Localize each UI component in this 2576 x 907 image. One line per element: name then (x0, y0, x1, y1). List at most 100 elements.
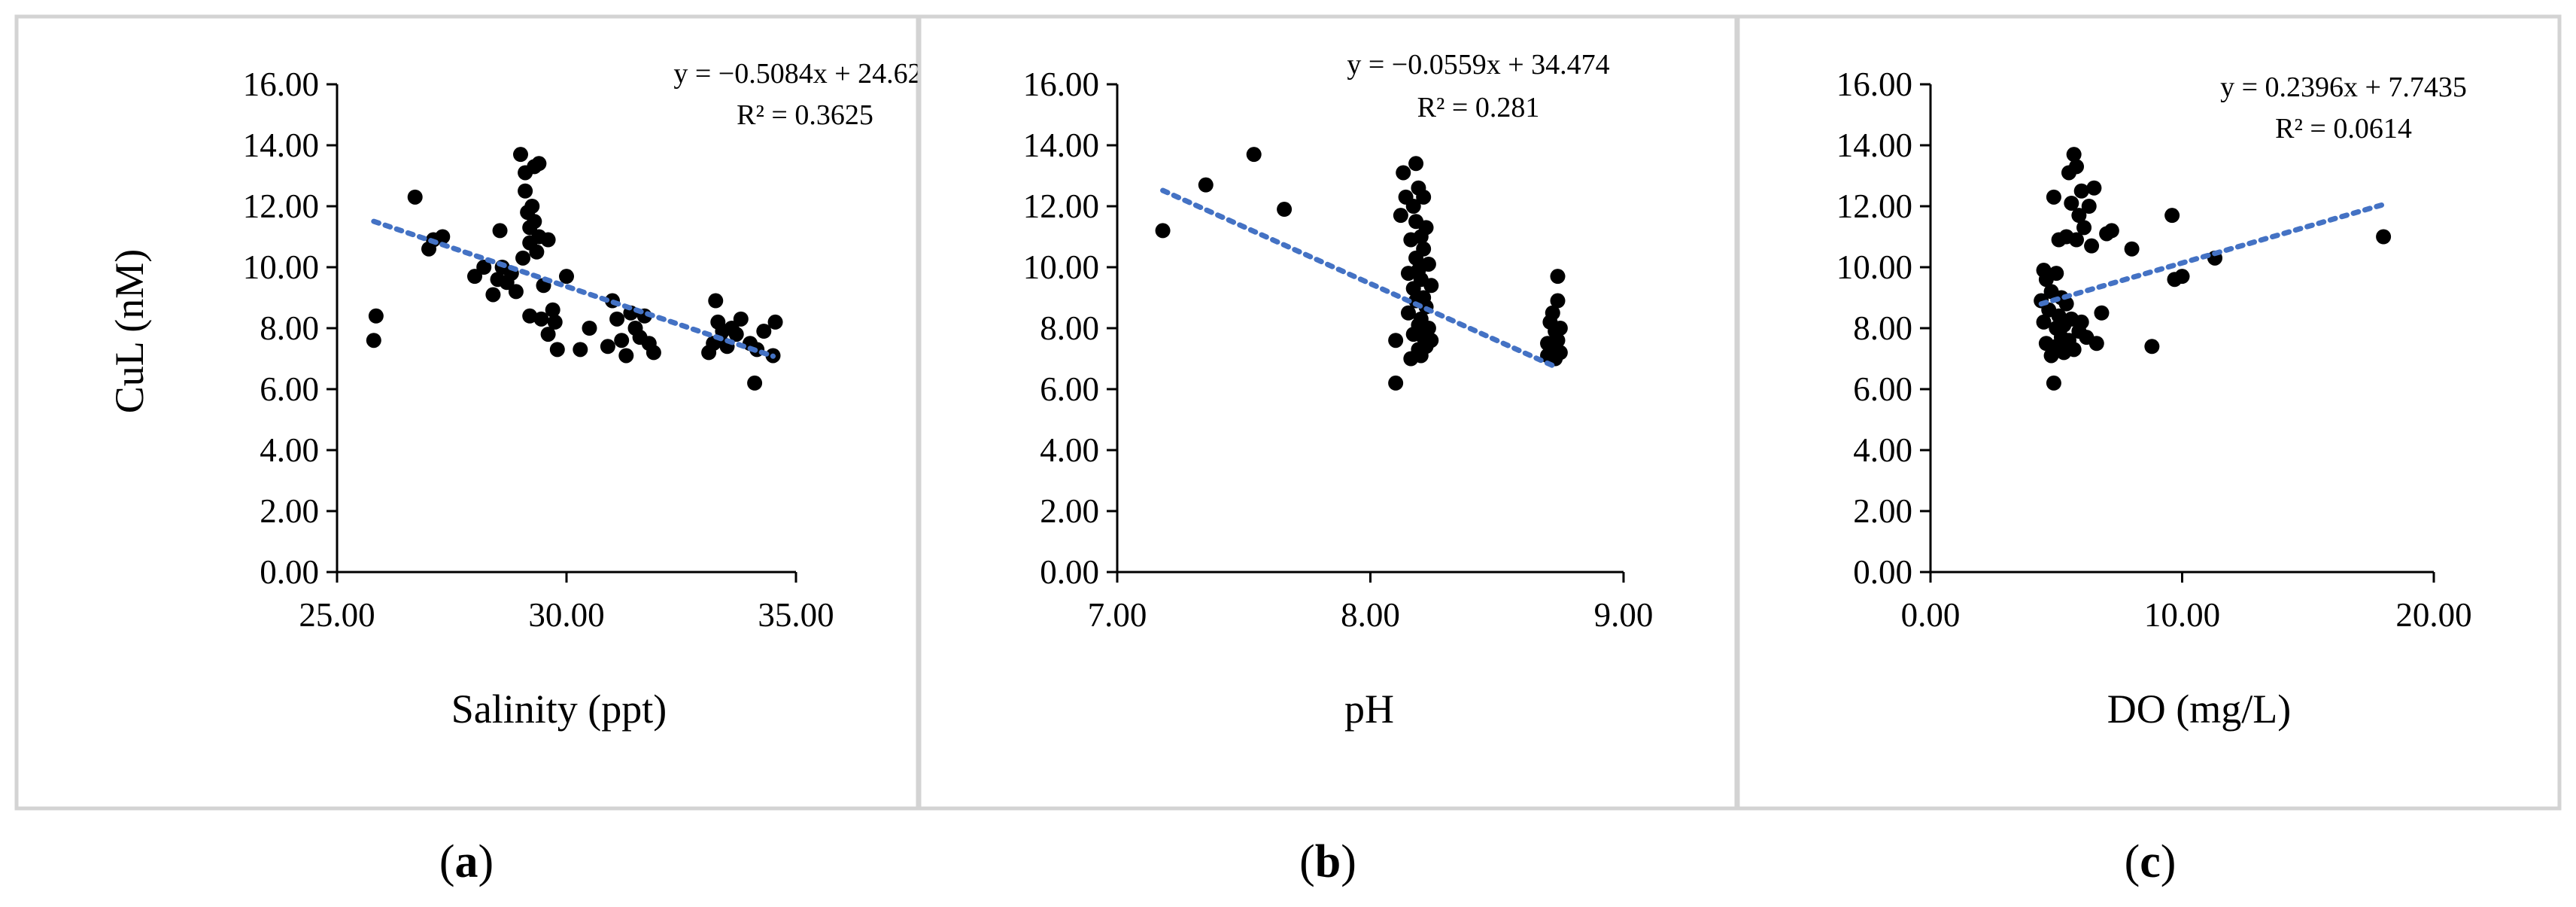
panel-c-data-point (2066, 147, 2082, 163)
panel-a-data-point (366, 333, 381, 348)
panel-c-ytick-label: 2.00 (1853, 492, 1912, 530)
panel-c-data-point (2084, 238, 2100, 254)
panel-b-ytick-label: 8.00 (1040, 309, 1099, 347)
panel-a-data-point (609, 311, 625, 327)
panel-a-data-point (476, 260, 492, 275)
panel-b-trendline (1160, 187, 1561, 371)
panel-a-ytick-label: 16.00 (243, 65, 319, 103)
panel-a-ytick-label: 2.00 (260, 492, 319, 530)
panel-a-data-point (646, 345, 661, 361)
caption-c: (c) (2125, 836, 2177, 887)
panel-c-data-point (2064, 195, 2079, 211)
panel-b-ytick-label: 12.00 (1023, 187, 1099, 225)
panel-b-data-point (1246, 147, 1262, 163)
panel-c-data-point (2071, 208, 2087, 224)
panel-c-data-point (2046, 375, 2061, 391)
panel-a-ytick-label: 4.00 (260, 431, 319, 469)
panel-a-data-point (540, 327, 556, 342)
panel-c-ytick-label: 14.00 (1836, 126, 1912, 164)
panel-c-data-point (2144, 339, 2160, 355)
panel-b-data-point (1396, 165, 1411, 181)
panel-b-data-point (1388, 375, 1404, 391)
panel-c-ytick-label: 10.00 (1836, 248, 1912, 286)
panel-c-data-point (2036, 314, 2052, 330)
panel-b-data-point (1388, 333, 1404, 348)
panel-c: 0.00 2.00 4.00 6.00 8.00 10.00 12.00 14.00 16.00… (1736, 14, 2562, 811)
panel-a-data-point (618, 348, 634, 364)
panel-a-data-point (508, 284, 524, 300)
panel-b-data-point (1552, 345, 1568, 361)
panel-a-ytick-label: 6.00 (260, 370, 319, 408)
panel-a: 0.00 2.00 4.00 6.00 8.00 10.00 12.00 14.00 16.00… (14, 14, 937, 811)
panel-b-data-point (1400, 305, 1416, 321)
panel-a-data-point (513, 147, 528, 163)
panel-c-xtick-label: 10.00 (2144, 596, 2220, 634)
panel-c-equation: y = 0.2396x + 7.7435 (2220, 72, 2467, 103)
panel-a-trendline (371, 218, 776, 359)
panel-b-xtick-label: 7.00 (1088, 596, 1147, 634)
panel-b-data-point (1552, 321, 1568, 336)
panel-c-xlabel: DO (mg/L) (2107, 686, 2291, 732)
panel-c-data-point (2124, 241, 2140, 257)
panel-a-data-point (573, 342, 588, 358)
panel-b-data-point (1550, 269, 1566, 285)
panel-b-data-point (1416, 189, 1432, 205)
panel-c-ytick-label: 8.00 (1853, 309, 1912, 347)
panel-c-data-point (2174, 269, 2190, 285)
panel-c-data-point (2164, 208, 2180, 224)
panel-b-plot: 0.00 2.00 4.00 6.00 8.00 10.00 12.00 14.00 16.00… (1023, 65, 1654, 634)
panel-a-ytick-label: 0.00 (260, 553, 319, 591)
panel-b-data-point (1155, 223, 1171, 239)
panel-b-xtick-label: 8.00 (1341, 596, 1400, 634)
panel-a-data-point (485, 287, 501, 303)
panel-c-data-point (2066, 342, 2082, 358)
panel-a-data-point (518, 183, 533, 199)
panel-a-data-point (559, 269, 574, 285)
panel-b-data-point (1416, 241, 1432, 257)
panel-b-equation: y = −0.0559x + 34.474 (1347, 49, 1609, 81)
panel-c-data-point (2086, 180, 2102, 196)
panel-c-ytick-label: 16.00 (1836, 65, 1912, 103)
panel-a-ytick-label: 14.00 (243, 126, 319, 164)
panel-b-data-point (1420, 256, 1436, 272)
caption-b: (b) (1299, 836, 1356, 887)
panel-b-data-point (1277, 202, 1293, 218)
panel-c-data-point (2049, 266, 2064, 282)
panel-a-data-point (368, 308, 384, 324)
panel-b-data-point (1550, 333, 1566, 348)
panel-b-r2: R² = 0.281 (1417, 92, 1540, 123)
panel-a-data-point (529, 244, 545, 260)
panel-c-data-point (2046, 189, 2061, 205)
panel-b-frame (917, 14, 1739, 811)
panel-a-ylabel: CuL (nM) (107, 249, 152, 413)
panel-c-r2: R² = 0.0614 (2275, 113, 2412, 145)
panel-a-data-point (614, 333, 630, 348)
panel-c-xtick-label: 0.00 (1901, 596, 1961, 634)
panel-c-frame (1736, 14, 2562, 811)
panel-a-data-point (545, 302, 560, 318)
panel-b-xlabel: pH (1344, 686, 1394, 732)
panel-b-data-point (1550, 293, 1566, 309)
panel-c-data-point (2073, 183, 2089, 199)
panel-a-data-point (547, 314, 563, 330)
panel-c-ytick-label: 12.00 (1836, 187, 1912, 225)
panel-a-data-point (582, 321, 597, 336)
panel-c-data-point (2088, 336, 2104, 352)
panel-a-ytick-label: 12.00 (243, 187, 319, 225)
panel-a-data-point (540, 232, 556, 248)
panel-b-xtick-label: 9.00 (1594, 596, 1654, 634)
panel-a-data-point (747, 375, 763, 391)
panel-b-data-point (1408, 156, 1424, 172)
panel-c-data-point (2081, 199, 2097, 214)
panel-c-plot: 0.00 2.00 4.00 6.00 8.00 10.00 12.00 14.00 16.00… (1836, 65, 2472, 634)
panel-b-ytick-label: 14.00 (1023, 126, 1099, 164)
panel-a-xtick-label: 35.00 (758, 596, 834, 634)
panel-a-plot: 0.00 2.00 4.00 6.00 8.00 10.00 12.00 14.00 16.00… (243, 65, 834, 634)
panel-a-data-point (467, 269, 482, 285)
panel-b-data-point (1420, 321, 1436, 336)
panel-a-data-point (522, 308, 538, 324)
panel-c-data-point (2376, 229, 2392, 245)
panel-b-data-point (1545, 305, 1560, 321)
panel-a-data-point (728, 327, 744, 342)
